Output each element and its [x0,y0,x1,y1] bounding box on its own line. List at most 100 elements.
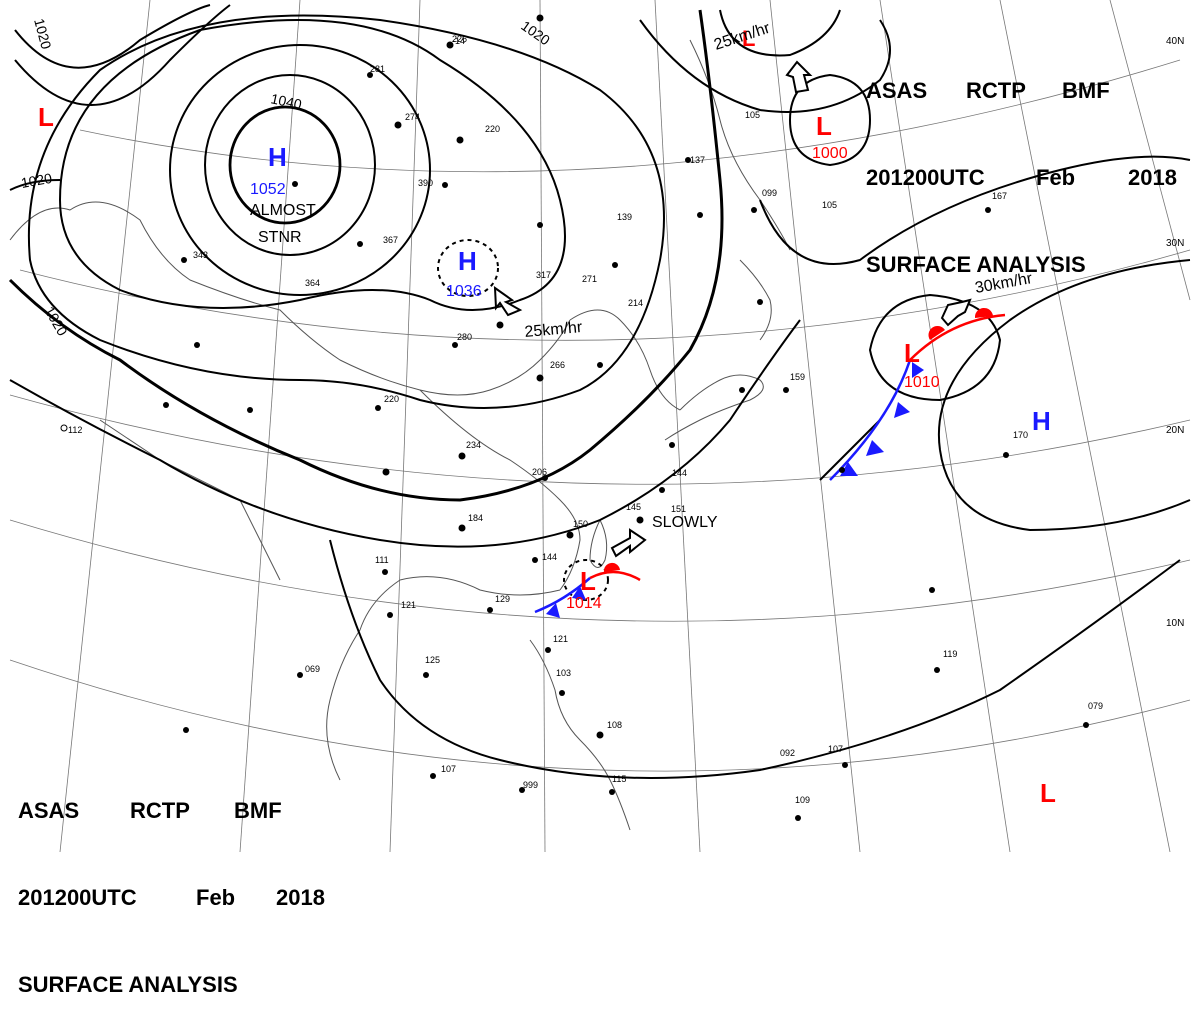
low-center-west: L [38,102,54,132]
header-product-2: SURFACE ANALYSIS [18,972,238,997]
svg-text:105: 105 [822,200,837,210]
svg-text:280: 280 [457,332,472,342]
svg-text:119: 119 [943,649,957,659]
svg-text:139: 139 [617,212,632,222]
isobars [8,4,1191,779]
svg-text:121: 121 [401,600,416,610]
front-system-taiwan [534,562,641,618]
svg-text:364: 364 [305,278,320,288]
header-year: 2018 [1128,165,1177,190]
header-center-bmf: BMF [1062,78,1110,103]
svg-text:220: 220 [384,394,399,404]
lat-label-20n: 20N [1166,425,1184,436]
header-month-2: Feb [196,885,236,910]
cold-front-teeth [840,362,924,476]
header-year-2: 2018 [276,885,325,910]
lat-label-30n: 30N [1166,238,1184,249]
header-center-asas: ASAS [866,78,928,103]
svg-text:184: 184 [468,513,483,523]
svg-text:226: 226 [452,34,467,44]
svg-text:125: 125 [425,655,440,665]
svg-text:092: 092 [780,748,795,758]
svg-text:317: 317 [536,270,551,280]
coastlines [9,39,791,831]
motion-label-1052-a: ALMOST [250,202,316,219]
low-center-south: L [1040,778,1056,808]
isobar-label-1020-d: 1020 [518,17,553,48]
high-center-1036: H [458,246,477,276]
header-center-rctp: RCTP [966,78,1026,103]
svg-text:108: 108 [607,720,622,730]
svg-text:103: 103 [556,668,571,678]
svg-text:107: 107 [828,744,843,754]
svg-text:390: 390 [418,178,433,188]
low-center-1010: L [904,338,920,368]
svg-text:281: 281 [370,64,385,74]
warm-front-east [909,313,1006,361]
svg-text:144: 144 [672,468,687,478]
analysis-header-bottom: ASAS RCTP BMF 201200UTC Feb 2018 SURFACE… [18,738,325,1028]
svg-text:121: 121 [553,634,568,644]
low-center-north: L [742,26,755,51]
svg-text:167: 167 [992,191,1007,201]
svg-text:111: 111 [375,555,389,565]
svg-text:367: 367 [383,235,398,245]
svg-text:145: 145 [626,502,641,512]
graticule [9,0,1191,852]
svg-text:159: 159 [790,372,805,382]
low-value-1014: 1014 [566,595,602,612]
svg-text:234: 234 [466,440,481,450]
arrow-low-1014 [610,528,647,558]
cold-front-east [829,359,912,481]
header-datetime-2: 201200UTC [18,885,137,910]
svg-text:144: 144 [542,552,557,562]
svg-text:099: 099 [762,188,777,198]
svg-text:069: 069 [305,664,320,674]
low-center-1000: L [816,111,832,141]
header-month: Feb [1036,165,1076,190]
header-center-asas-2: ASAS [18,798,80,823]
svg-text:151: 151 [671,504,686,514]
latitude-labels: 40N 30N 20N 10N [1166,36,1184,629]
high-center-east: H [1032,406,1051,436]
high-value-1052: 1052 [250,181,286,198]
header-datetime: 201200UTC [866,165,985,190]
svg-text:343: 343 [193,250,208,260]
pressure-centers: H 1052 H 1036 H L 1000 L 1010 L 1014 L L… [38,26,1056,808]
warm-front-bump [928,307,993,340]
svg-text:079: 079 [1088,701,1103,711]
lat-label-10n: 10N [1166,618,1184,629]
svg-text:105: 105 [745,110,760,120]
motion-label-1052-b: STNR [258,229,302,246]
isobar-label-1020-c: 1020 [41,304,71,339]
svg-text:206: 206 [532,467,547,477]
svg-text:115: 115 [612,774,626,784]
cold-front-taiwan [534,577,591,614]
high-center-1052: H [268,142,287,172]
isobar-label-1020-a: 1020 [31,17,55,51]
svg-text:112: 112 [68,425,82,435]
station-markers [60,14,1089,821]
svg-text:107: 107 [441,764,456,774]
svg-text:214: 214 [628,298,643,308]
low-center-1014: L [580,566,596,596]
svg-text:-14: -14 [452,36,465,46]
arrow-low-1010 [940,298,972,327]
header-product: SURFACE ANALYSIS [866,252,1086,277]
svg-text:109: 109 [795,795,810,805]
high-value-1036: 1036 [446,283,482,300]
svg-text:129: 129 [495,594,510,604]
analysis-header-top: ASAS RCTP BMF 201200UTC Feb 2018 SURFACE… [866,18,1177,308]
lat-label-40n: 40N [1166,36,1184,47]
svg-text:271: 271 [582,274,597,284]
low-value-1000: 1000 [812,145,848,162]
svg-text:170: 170 [1013,430,1028,440]
motion-label-1014: SLOWLY [652,514,718,531]
warm-front-taiwan [589,570,641,582]
isobar-label-1040: 1040 [269,90,303,112]
front-system-east [829,307,1006,481]
warm-front-bump-2 [603,562,620,572]
svg-text:999: 999 [523,780,538,790]
